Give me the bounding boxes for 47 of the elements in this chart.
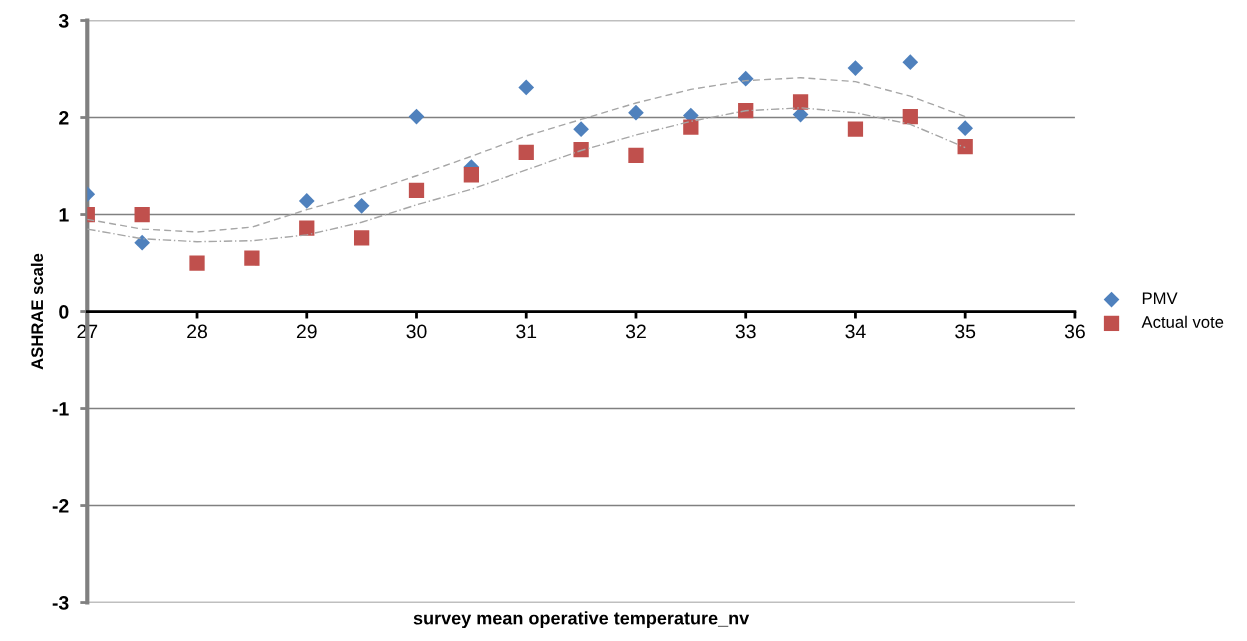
point (628, 104, 644, 121)
legend-label: PMV (1142, 292, 1178, 304)
point (518, 144, 534, 161)
x-tick-label: 31 (516, 324, 537, 339)
point (134, 206, 150, 223)
point (792, 94, 809, 110)
point (353, 230, 370, 246)
x-axis-title: survey mean operative temperature_nv (413, 611, 750, 629)
point (847, 60, 864, 76)
x-tick-label: 32 (625, 324, 646, 339)
point (957, 120, 974, 137)
point (628, 147, 644, 163)
x-tick-label: 29 (296, 324, 317, 339)
point (573, 121, 589, 138)
x-tick-label: 34 (845, 324, 866, 339)
point (134, 234, 151, 251)
point (189, 255, 205, 271)
x-tick-label: 36 (1064, 324, 1085, 339)
y-tick-label: 2 (59, 110, 69, 125)
y-tick-label: -3 (52, 596, 69, 610)
point (957, 138, 973, 155)
x-tick-label: 35 (955, 324, 976, 339)
point (298, 193, 315, 209)
point (244, 250, 260, 266)
point (902, 54, 919, 71)
y-tick-label: -2 (52, 499, 69, 513)
point (573, 141, 589, 158)
y-axis-title: ASHRAE scale (30, 253, 44, 370)
point (683, 119, 699, 135)
y-tick-label: 1 (59, 208, 69, 222)
x-tick-label: 33 (735, 324, 756, 339)
y-tick-label: -1 (52, 402, 69, 416)
point (353, 197, 370, 214)
point (299, 220, 315, 236)
legend-label: Actual vote (1141, 315, 1224, 328)
point (518, 79, 535, 96)
x-tick-label: 28 (187, 324, 207, 339)
point (847, 121, 864, 137)
x-tick-label: 27 (77, 324, 98, 339)
point (408, 182, 425, 198)
point (408, 108, 425, 125)
y-tick-label: 3 (58, 13, 69, 28)
point (738, 103, 754, 119)
point (463, 167, 480, 183)
x-tick-label: 30 (406, 324, 427, 339)
point (902, 108, 918, 125)
y-tick-label: 0 (59, 304, 69, 319)
